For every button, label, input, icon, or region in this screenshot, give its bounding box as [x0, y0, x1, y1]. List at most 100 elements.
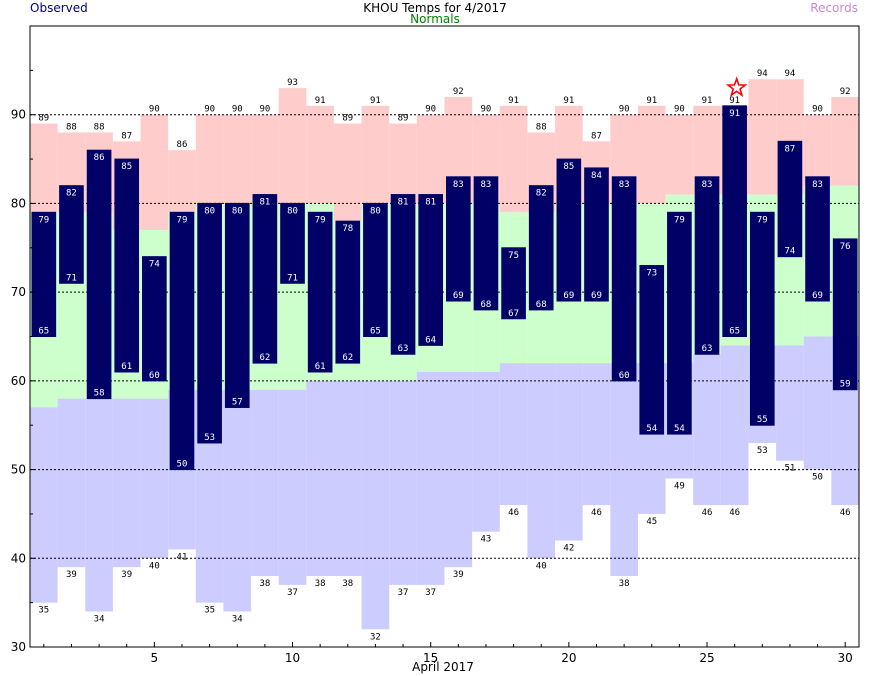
- x-tick-label: 15: [423, 651, 438, 665]
- y-tick-label: 70: [11, 285, 26, 299]
- observed-high-label: 82: [66, 189, 77, 199]
- record-high-label: 92: [840, 87, 851, 97]
- record-low-label: 38: [342, 579, 353, 589]
- observed-bar: [197, 202, 222, 444]
- record-star-icon: [725, 76, 748, 98]
- record-low-label: 46: [591, 508, 602, 518]
- observed-low-label: 69: [453, 291, 464, 301]
- record-low-band: [803, 336, 832, 470]
- record-high-band: [499, 105, 528, 213]
- observed-bar: [749, 211, 775, 426]
- observed-low-label: 65: [38, 327, 49, 337]
- record-low-label: 37: [287, 588, 298, 598]
- record-high-band: [30, 123, 58, 213]
- record-low-band: [112, 398, 141, 568]
- record-high-label: 94: [784, 69, 795, 79]
- observed-bar: [252, 194, 278, 364]
- observed-bar: [777, 140, 803, 258]
- observed-high-label: 85: [121, 162, 132, 172]
- observed-bar: [694, 176, 720, 355]
- record-high-band: [140, 114, 169, 231]
- x-tick-label: 25: [699, 651, 714, 665]
- record-high-label: 88: [94, 122, 105, 132]
- observed-low-label: 60: [149, 371, 160, 381]
- observed-low-label: 54: [646, 424, 657, 434]
- record-low-label: 43: [481, 535, 492, 545]
- record-low-label: 32: [370, 632, 381, 642]
- record-low-band: [85, 398, 113, 612]
- axes: 30 40 50 60 70 80 90 5 10 15 20 25 30: [11, 25, 860, 665]
- record-low-label: 34: [232, 615, 243, 625]
- record-high-label: 91: [646, 96, 657, 106]
- record-high-label: 90: [204, 105, 215, 115]
- record-high-band: [223, 114, 252, 204]
- record-high-label: 89: [342, 114, 353, 124]
- observed-low-label: 62: [342, 353, 353, 363]
- y-tick-label: 50: [11, 463, 26, 477]
- record-high-band: [278, 88, 307, 204]
- record-high-band: [831, 96, 859, 186]
- record-low-band: [306, 380, 334, 577]
- observed-bar: [307, 211, 333, 373]
- record-high-label: 89: [38, 114, 49, 124]
- record-high-label: 89: [398, 114, 409, 124]
- record-low-band: [776, 345, 804, 461]
- observed-low-label: 65: [370, 327, 381, 337]
- record-low-label: 46: [508, 508, 519, 518]
- record-low-band: [555, 363, 583, 541]
- record-low-band: [389, 380, 417, 585]
- observed-low-label: 59: [840, 380, 851, 390]
- observed-bar: [59, 185, 84, 284]
- x-tick-label: 30: [838, 651, 853, 665]
- record-high-label: 91: [563, 96, 574, 106]
- observed-high-label: 79: [177, 215, 188, 225]
- observed-low-label: 69: [812, 291, 823, 301]
- observed-low-label: 63: [702, 344, 713, 354]
- record-low-band: [278, 389, 307, 585]
- record-high-label: 92: [453, 87, 464, 97]
- record-high-label: 87: [591, 131, 602, 141]
- observed-high-label: 81: [398, 198, 409, 208]
- observed-low-label: 68: [481, 300, 492, 310]
- observed-high-label: 83: [702, 180, 713, 190]
- record-high-band: [389, 123, 417, 204]
- record-low-label: 51: [784, 464, 795, 474]
- observed-high-label: 82: [536, 189, 547, 199]
- record-low-band: [333, 380, 362, 577]
- observed-low-label: 61: [315, 362, 326, 372]
- record-high-label: 90: [425, 105, 436, 115]
- record-high-label: 88: [66, 122, 77, 132]
- record-low-band: [140, 398, 169, 559]
- observed-low-label: 69: [563, 291, 574, 301]
- observed-low-label: 63: [398, 344, 409, 354]
- observed-bars: [31, 105, 858, 471]
- observed-high-label: 79: [674, 215, 685, 225]
- observed-low-label: 50: [177, 460, 188, 470]
- record-high-band: [637, 105, 666, 204]
- observed-high-label: 91: [729, 109, 740, 119]
- x-axis-label: April 2017: [412, 660, 474, 674]
- y-tick-label: 80: [11, 196, 26, 210]
- observed-high-label: 80: [287, 206, 298, 216]
- record-high-band: [333, 123, 362, 222]
- record-low-band: [582, 363, 611, 506]
- record-low-label: 40: [536, 561, 547, 571]
- observed-low-label: 64: [425, 335, 436, 345]
- record-low-band: [693, 354, 721, 506]
- record-high-band: [168, 150, 196, 213]
- observed-bar: [224, 202, 250, 408]
- record-high-label: 93: [287, 78, 298, 88]
- observed-bar: [556, 158, 582, 302]
- record-low-label: 50: [812, 473, 823, 483]
- record-high-label: 90: [481, 105, 492, 115]
- observed-bar: [584, 167, 609, 302]
- record-low-band: [57, 398, 86, 568]
- chart-title: KHOU Temps for 4/2017: [363, 1, 507, 15]
- x-tick-label: 5: [151, 651, 159, 665]
- record-low-label: 35: [204, 606, 215, 616]
- record-high-label: 90: [674, 105, 685, 115]
- x-tick-label: 20: [561, 651, 576, 665]
- record-low-label: 39: [66, 570, 77, 580]
- observed-bar: [114, 158, 140, 373]
- record-high-band: [195, 114, 224, 204]
